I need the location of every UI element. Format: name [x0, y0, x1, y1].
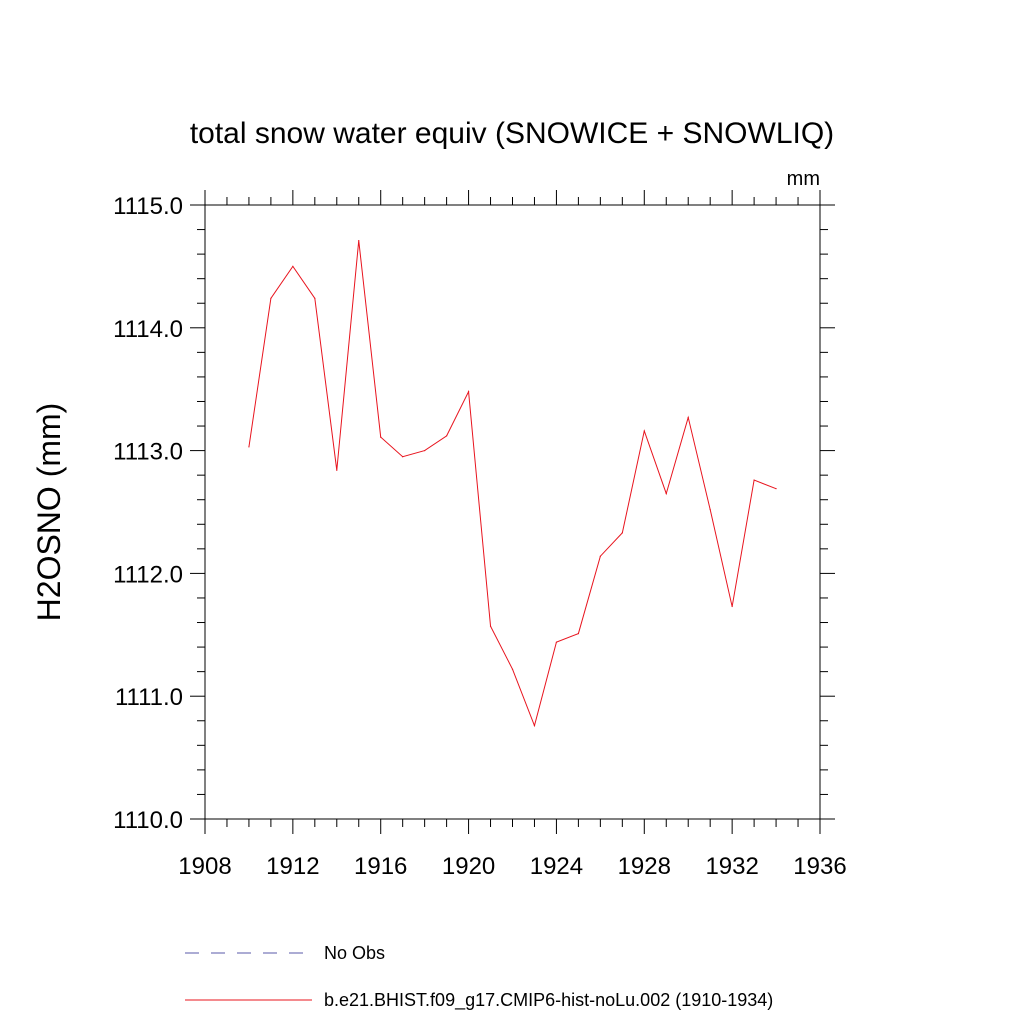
data-point-1916 [380, 436, 382, 438]
data-point-1922 [511, 668, 514, 670]
data-point-1918 [424, 450, 426, 452]
data-point-1914 [336, 469, 338, 471]
data-point-1933 [753, 479, 755, 481]
x-tick-label: 1920 [442, 853, 495, 880]
y-tick-label: 1114.0 [113, 316, 183, 343]
y-tick-label: 1115.0 [113, 193, 183, 220]
y-axis-label: H2OSNO (mm) [31, 403, 67, 622]
x-tick-label: 1928 [618, 853, 671, 880]
x-tick-label: 1924 [530, 853, 583, 880]
legend-label-no-obs: No Obs [324, 943, 385, 963]
data-point-1912 [292, 265, 294, 267]
data-point-1917 [402, 456, 404, 458]
data-point-1925 [577, 632, 579, 635]
data-point-1910 [248, 446, 250, 448]
y-tick-label: 1113.0 [113, 439, 183, 466]
legend-label-model-run: b.e21.BHIST.f09_g17.CMIP6-hist-noLu.002 … [324, 990, 773, 1011]
x-tick-label: 1908 [178, 853, 231, 880]
data-point-1919 [446, 435, 448, 437]
series-line-1 [248, 240, 777, 728]
x-tick-label: 1936 [793, 853, 846, 880]
x-tick-labels: 1908 1912 1916 1920 1924 1928 1932 1936 [178, 853, 846, 880]
y-tick-label: 1112.0 [113, 561, 183, 588]
y-tick-label: 1111.0 [115, 684, 183, 711]
x-tick-label: 1932 [705, 853, 758, 880]
units-label: mm [787, 168, 820, 190]
data-point-1929 [665, 492, 667, 495]
data-point-1924 [555, 641, 558, 643]
data-point-1915 [358, 240, 360, 242]
data-point-1920 [467, 391, 470, 393]
data-point-1934 [775, 488, 777, 490]
data-point-1926 [599, 555, 601, 557]
chart-title: total snow water equiv (SNOWICE + SNOWLI… [190, 117, 834, 150]
data-point-1930 [687, 416, 689, 419]
minor-ticks [197, 197, 828, 827]
x-tick-label: 1912 [266, 853, 319, 880]
data-point-1931 [709, 508, 711, 511]
series-layer [248, 240, 777, 728]
y-tick-labels: 1110.0 1111.0 1112.0 1113.0 1114.0 1115.0 [113, 193, 183, 834]
data-point-1913 [314, 297, 316, 299]
data-point-1927 [621, 532, 623, 534]
x-tick-label: 1916 [354, 853, 407, 880]
major-ticks [190, 190, 835, 834]
data-point-1911 [270, 297, 272, 299]
plot-frame [204, 204, 821, 820]
data-point-1921 [489, 625, 492, 627]
data-point-1923 [533, 725, 536, 727]
y-tick-label: 1110.0 [113, 807, 183, 834]
data-point-1928 [643, 430, 645, 432]
legend: No Obs b.e21.BHIST.f09_g17.CMIP6-hist-no… [185, 943, 773, 1011]
data-point-1932 [731, 605, 733, 608]
